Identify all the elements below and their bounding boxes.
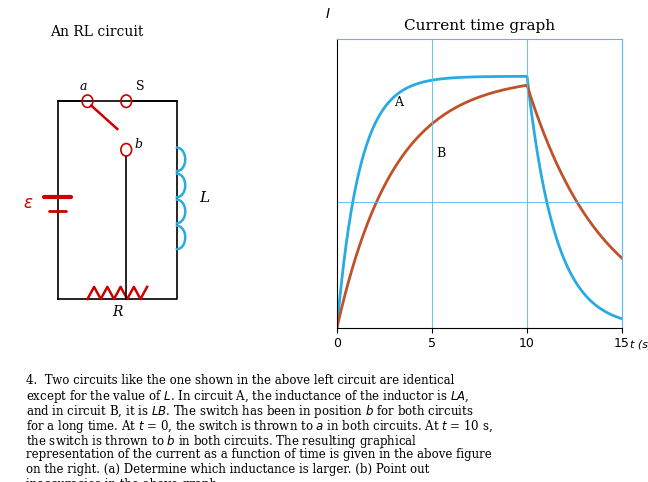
Text: B: B: [436, 147, 445, 160]
Text: S: S: [136, 80, 145, 93]
Text: for a long time. At $t$ = 0, the switch is thrown to $a$ in both circuits. At $t: for a long time. At $t$ = 0, the switch …: [26, 418, 492, 435]
Text: except for the value of $L$. In circuit A, the inductance of the inductor is $LA: except for the value of $L$. In circuit …: [26, 388, 469, 405]
Text: 4.  Two circuits like the one shown in the above left circuit are identical: 4. Two circuits like the one shown in th…: [26, 374, 454, 387]
Text: R: R: [112, 306, 122, 320]
Text: L: L: [200, 191, 209, 205]
Title: Current time graph: Current time graph: [404, 19, 555, 33]
Text: t (s): t (s): [630, 340, 648, 350]
Text: on the right. (a) Determine which inductance is larger. (b) Point out: on the right. (a) Determine which induct…: [26, 463, 429, 476]
Text: a: a: [79, 80, 87, 93]
Text: and in circuit B, it is $LB$. The switch has been in position $b$ for both circu: and in circuit B, it is $LB$. The switch…: [26, 403, 474, 420]
Text: $\varepsilon$: $\varepsilon$: [23, 195, 34, 212]
Text: b: b: [135, 138, 143, 151]
Text: I: I: [325, 7, 330, 21]
Text: An RL circuit: An RL circuit: [50, 25, 143, 39]
Text: representation of the current as a function of time is given in the above figure: representation of the current as a funct…: [26, 448, 492, 461]
Text: A: A: [394, 96, 403, 109]
Text: the switch is thrown to $b$ in both circuits. The resulting graphical: the switch is thrown to $b$ in both circ…: [26, 433, 417, 450]
Text: inaccuracies in the above graph.: inaccuracies in the above graph.: [26, 478, 221, 482]
